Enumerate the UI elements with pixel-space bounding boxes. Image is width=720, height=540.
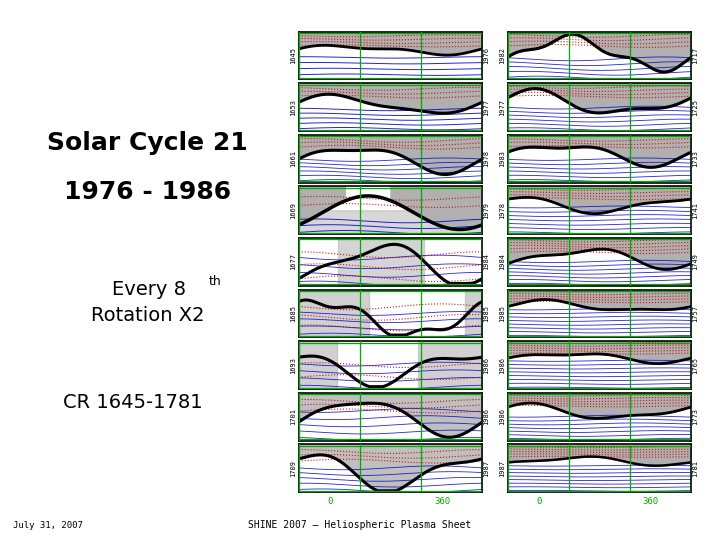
Text: th: th bbox=[209, 275, 222, 288]
Text: 1976: 1976 bbox=[483, 47, 489, 64]
Text: 1645: 1645 bbox=[291, 47, 297, 64]
Text: 1986: 1986 bbox=[483, 408, 489, 425]
Text: 0: 0 bbox=[328, 497, 333, 507]
Text: 1983: 1983 bbox=[500, 150, 505, 167]
Text: 1741: 1741 bbox=[692, 202, 698, 219]
Text: 1978: 1978 bbox=[500, 202, 505, 219]
Text: 1685: 1685 bbox=[291, 305, 297, 322]
Text: 1653: 1653 bbox=[291, 99, 297, 116]
Text: 1986: 1986 bbox=[500, 408, 505, 425]
Text: 1985: 1985 bbox=[483, 305, 489, 322]
Text: 1982: 1982 bbox=[500, 47, 505, 64]
Text: 1717: 1717 bbox=[692, 47, 698, 64]
Text: 1661: 1661 bbox=[291, 150, 297, 167]
Text: 1984: 1984 bbox=[483, 253, 489, 271]
Text: 1987: 1987 bbox=[500, 460, 505, 477]
Text: 1986: 1986 bbox=[483, 356, 489, 374]
Text: 360: 360 bbox=[643, 497, 659, 507]
Text: 1709: 1709 bbox=[291, 460, 297, 477]
Text: 1976 - 1986: 1976 - 1986 bbox=[64, 180, 231, 204]
Text: Every 8: Every 8 bbox=[112, 280, 186, 300]
Text: 1781: 1781 bbox=[692, 460, 698, 477]
Text: 1977: 1977 bbox=[500, 99, 505, 116]
Text: 1984: 1984 bbox=[500, 253, 505, 271]
Text: CR 1645-1781: CR 1645-1781 bbox=[63, 393, 203, 412]
Text: 1987: 1987 bbox=[483, 460, 489, 477]
Text: July 31, 2007: July 31, 2007 bbox=[13, 521, 83, 530]
Text: 1677: 1677 bbox=[291, 253, 297, 271]
Text: 360: 360 bbox=[434, 497, 450, 507]
Text: 1986: 1986 bbox=[500, 356, 505, 374]
Text: SHINE 2007 – Heliospheric Plasma Sheet: SHINE 2007 – Heliospheric Plasma Sheet bbox=[248, 520, 472, 530]
Text: 1669: 1669 bbox=[291, 202, 297, 219]
Text: 1749: 1749 bbox=[692, 253, 698, 271]
Text: 1773: 1773 bbox=[692, 408, 698, 425]
Text: Rotation X2: Rotation X2 bbox=[91, 306, 204, 326]
Text: 1765: 1765 bbox=[692, 356, 698, 374]
Text: 1978: 1978 bbox=[483, 150, 489, 167]
Text: 1701: 1701 bbox=[291, 408, 297, 425]
Text: 0: 0 bbox=[536, 497, 541, 507]
Text: 1985: 1985 bbox=[500, 305, 505, 322]
Text: 1757: 1757 bbox=[692, 305, 698, 322]
Text: 1693: 1693 bbox=[291, 356, 297, 374]
Text: 1733: 1733 bbox=[692, 150, 698, 167]
Text: 1979: 1979 bbox=[483, 202, 489, 219]
Text: 1725: 1725 bbox=[692, 99, 698, 116]
Text: 1977: 1977 bbox=[483, 99, 489, 116]
Text: Solar Cycle 21: Solar Cycle 21 bbox=[48, 131, 248, 155]
